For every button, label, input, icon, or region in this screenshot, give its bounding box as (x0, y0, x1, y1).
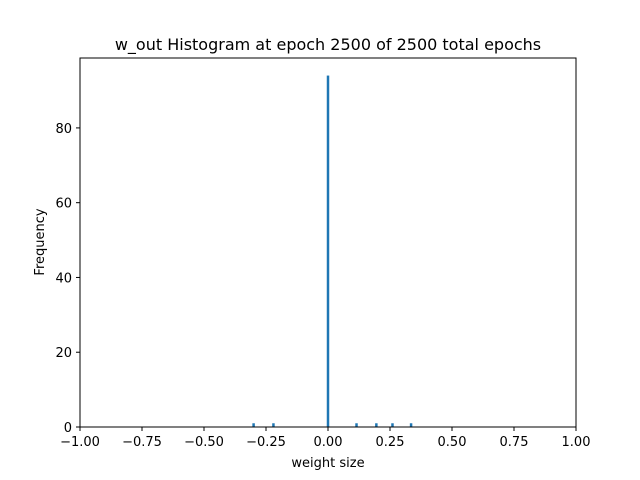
x-tick-label: −0.25 (246, 435, 286, 450)
y-axis-ticks: 0 20 40 60 80 (55, 122, 80, 436)
histogram-bar (375, 423, 378, 427)
x-tick-label: 0.75 (500, 435, 529, 450)
x-tick-label: −0.75 (122, 435, 162, 450)
x-axis-ticks: −1.00 −0.75 −0.50 −0.25 0.00 0.25 0.50 0.75 1.00 (60, 427, 590, 450)
y-tick-label: 0 (64, 421, 72, 436)
histogram-bar (326, 75, 330, 428)
x-tick-label: 0.00 (314, 435, 343, 450)
x-tick-label: 0.50 (438, 435, 467, 450)
x-tick-label: −0.50 (184, 435, 224, 450)
x-tick-label: −1.00 (60, 435, 100, 450)
y-tick-label: 60 (55, 197, 72, 212)
y-axis-label: Frequency (33, 208, 48, 275)
histogram-bar (252, 423, 255, 427)
y-tick-label: 80 (55, 122, 72, 137)
y-tick-label: 20 (55, 346, 72, 361)
y-tick-label: 40 (55, 271, 72, 286)
histogram-bar (409, 423, 413, 427)
x-tick-label: 1.00 (562, 435, 591, 450)
histogram-bar (272, 423, 275, 427)
x-tick-label: 0.25 (376, 435, 405, 450)
bars-group (252, 75, 413, 428)
chart-title: w_out Histogram at epoch 2500 of 2500 to… (115, 35, 541, 55)
histogram-bar (391, 423, 394, 427)
histogram-bar (355, 423, 358, 427)
x-axis-label: weight size (291, 456, 364, 471)
